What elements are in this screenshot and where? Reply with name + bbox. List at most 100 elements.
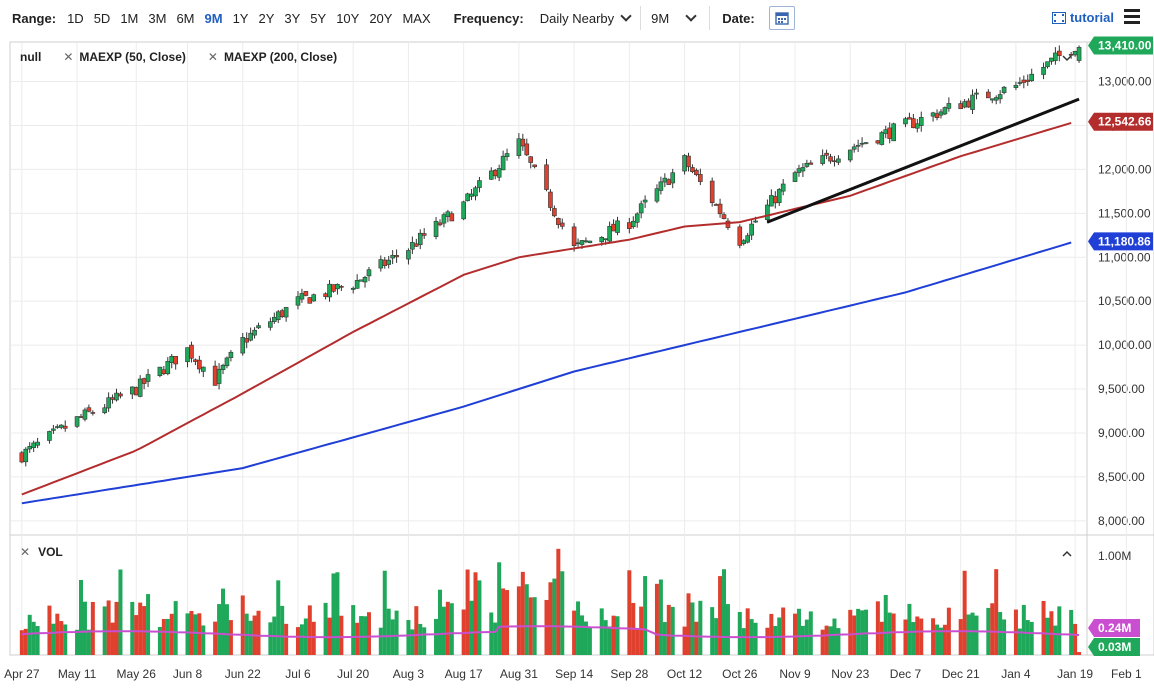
volume-bar [741, 628, 746, 655]
y-tick-label: 10,500.00 [1098, 294, 1152, 308]
candle [129, 386, 135, 395]
candle [382, 259, 388, 266]
volume-bar [118, 569, 123, 655]
last-volume-flag-shape [1088, 638, 1140, 656]
candle [35, 441, 40, 446]
candle [713, 204, 719, 206]
candle [133, 387, 139, 396]
volume-bar [931, 618, 936, 655]
candle [417, 232, 423, 246]
volume-bar [331, 573, 336, 655]
volume-bar [938, 627, 943, 655]
menu-icon[interactable] [1124, 9, 1140, 27]
close-icon[interactable]: ✕ [20, 545, 31, 559]
volume-bar [90, 601, 95, 655]
volume-bar [994, 569, 999, 655]
volume-bar [1057, 606, 1062, 655]
candle [745, 235, 750, 243]
x-tick-label: Aug 17 [445, 667, 483, 681]
range-button-5d[interactable]: 5D [93, 10, 111, 26]
legend-item-ma50[interactable]: ✕ MAEXP (50, Close) [63, 50, 186, 64]
candle [1076, 47, 1082, 61]
candle [74, 416, 80, 427]
volume-bar [35, 626, 40, 655]
x-tick-label: May 26 [117, 667, 157, 681]
candle [362, 276, 368, 283]
volume-bar [942, 624, 947, 655]
candle [911, 118, 916, 129]
range-button-max[interactable]: MAX [402, 10, 431, 26]
candle [78, 416, 84, 418]
y-tick-label: 8,500.00 [1098, 470, 1145, 484]
calendar-icon [775, 12, 789, 25]
candle [406, 250, 411, 260]
volume-bar [1053, 625, 1058, 655]
tutorial-link[interactable]: tutorial [1051, 10, 1114, 25]
candle [488, 170, 494, 180]
ma200-flag-shape [1088, 232, 1153, 251]
volume-bar [394, 610, 399, 655]
volume-bar [836, 628, 841, 655]
candle [110, 397, 115, 400]
range-button-3y[interactable]: 3Y [284, 10, 301, 26]
candle [449, 213, 455, 222]
candle [737, 226, 743, 246]
candle [749, 223, 754, 236]
volume-bar [1077, 652, 1082, 655]
volume-bar [682, 626, 687, 655]
candle [500, 155, 506, 171]
volume-bar [710, 607, 715, 655]
calendar-button[interactable] [768, 6, 795, 30]
volume-bar [248, 620, 253, 655]
candle [855, 144, 861, 147]
candle [394, 255, 399, 258]
last-volume-flag-label: 0.03M [1098, 640, 1131, 654]
volume-bar [745, 608, 750, 655]
volume-bar [552, 578, 557, 655]
candle [496, 168, 502, 178]
candle [106, 397, 111, 409]
range-button-1d[interactable]: 1D [67, 10, 84, 26]
volume-bar [635, 628, 640, 655]
candle [836, 158, 841, 163]
candle [272, 316, 277, 322]
volume-bar [23, 628, 28, 655]
range-button-6m[interactable]: 6M [176, 10, 195, 26]
volume-bar [1041, 600, 1046, 655]
volume-bar [848, 609, 853, 655]
volume-bar [686, 593, 691, 655]
volume-bar [363, 616, 368, 655]
candle [295, 296, 301, 306]
frequency-select[interactable]: Daily Nearby [540, 6, 642, 30]
volume-bar [753, 622, 758, 655]
volume-bar [611, 615, 616, 655]
candle [1057, 50, 1062, 56]
range-button-10y[interactable]: 10Y [336, 10, 360, 26]
volume-bar [1017, 628, 1022, 655]
candle [654, 188, 660, 202]
range-button-9m[interactable]: 9M [204, 10, 223, 26]
y-tick-label: 8,000.00 [1098, 514, 1145, 528]
legend-item-ma200[interactable]: ✕ MAEXP (200, Close) [207, 50, 338, 64]
volume-bar [410, 629, 415, 655]
candle [670, 172, 676, 184]
candle [386, 259, 392, 265]
volume-bar [891, 613, 896, 655]
close-icon[interactable]: ✕ [207, 50, 218, 64]
candle [930, 112, 936, 117]
range-button-20y[interactable]: 20Y [369, 10, 393, 26]
candle [102, 407, 107, 414]
candle [579, 240, 585, 245]
candle [997, 94, 1003, 100]
range-button-5y[interactable]: 5Y [310, 10, 327, 26]
range-button-2y[interactable]: 2Y [258, 10, 275, 26]
range-button-1m[interactable]: 1M [120, 10, 139, 26]
volume-bar [268, 622, 273, 655]
range-button-3m[interactable]: 3M [148, 10, 167, 26]
close-icon[interactable]: ✕ [63, 50, 74, 64]
period-select[interactable]: 9M [651, 6, 711, 30]
range-button-1y[interactable]: 1Y [232, 10, 249, 26]
x-tick-label: Jun 22 [225, 667, 261, 681]
candle [634, 213, 640, 223]
